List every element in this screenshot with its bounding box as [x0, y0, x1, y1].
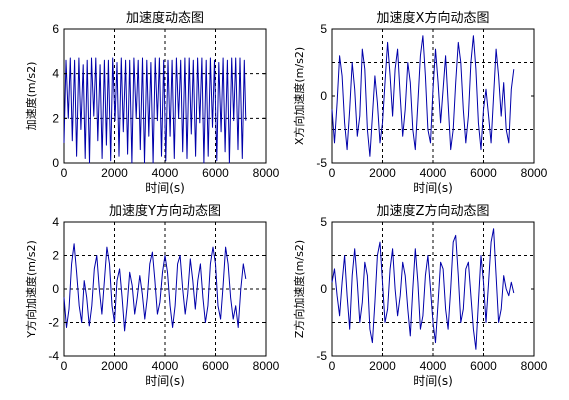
y-tick-label: 0 — [52, 282, 59, 296]
x-tick-label: 0 — [61, 359, 68, 373]
y-axis-label: X方向加速度(m/s2) — [292, 47, 306, 145]
x-tick-label: 2000 — [369, 359, 396, 373]
x-tick-label: 4000 — [420, 359, 447, 373]
x-tick-label: 6000 — [202, 166, 229, 180]
y-tick-label: -4 — [48, 349, 59, 363]
x-tick-label: 6000 — [470, 166, 497, 180]
x-tick-label: 8000 — [521, 359, 548, 373]
x-tick-label: 0 — [329, 166, 336, 180]
x-tick-label: 4000 — [152, 359, 179, 373]
y-tick-label: 0 — [320, 282, 327, 296]
series-line — [331, 35, 515, 157]
x-tick-label: 8000 — [253, 166, 280, 180]
x-tick-label: 2000 — [101, 359, 128, 373]
chart-z-acceleration: 0 2000 4000 6000 8000-505加速度Z方向动态图时间(s)Z方向加速… — [292, 203, 548, 388]
x-tick-label: 6000 — [470, 359, 497, 373]
y-tick-label: 4 — [52, 215, 59, 229]
x-axis-label: 时间(s) — [413, 181, 453, 195]
x-tick-label: 2000 — [369, 166, 396, 180]
chart-x-acceleration: 0 2000 4000 6000 8000-505加速度X方向动态图时间(s)X方向加速… — [292, 10, 548, 195]
y-axis-label: Y方向加速度(m/s2) — [24, 240, 38, 338]
y-tick-label: 6 — [52, 22, 59, 36]
y-tick-label: 0 — [52, 156, 59, 170]
y-tick-label: 2 — [52, 249, 59, 263]
y-tick-label: -5 — [316, 156, 327, 170]
x-tick-label: 2000 — [101, 166, 128, 180]
y-tick-label: -5 — [316, 349, 327, 363]
series-line — [331, 228, 515, 350]
series-line — [63, 243, 247, 332]
x-axis-label: 时间(s) — [145, 181, 185, 195]
y-tick-label: 5 — [320, 215, 327, 229]
x-tick-label: 4000 — [152, 166, 179, 180]
x-tick-label: 6000 — [202, 359, 229, 373]
x-tick-label: 0 — [61, 166, 68, 180]
x-tick-label: 8000 — [521, 166, 548, 180]
x-tick-label: 0 — [329, 359, 336, 373]
y-tick-label: 2 — [52, 111, 59, 125]
chart-title: 加速度Z方向动态图 — [377, 203, 490, 219]
y-tick-label: -2 — [48, 316, 59, 330]
y-tick-label: 0 — [320, 89, 327, 103]
chart-title: 加速度Y方向动态图 — [109, 203, 221, 219]
x-axis-label: 时间(s) — [145, 374, 185, 388]
y-tick-label: 4 — [52, 67, 59, 81]
x-axis-label: 时间(s) — [413, 374, 453, 388]
series-line — [63, 57, 247, 164]
chart-title: 加速度X方向动态图 — [377, 10, 490, 26]
y-axis-label: Z方向加速度(m/s2) — [292, 240, 306, 338]
x-tick-label: 4000 — [420, 166, 447, 180]
y-axis-label: 加速度(m/s2) — [24, 62, 38, 131]
chart-title: 加速度动态图 — [126, 10, 204, 26]
x-tick-label: 8000 — [253, 359, 280, 373]
y-tick-label: 5 — [320, 22, 327, 36]
